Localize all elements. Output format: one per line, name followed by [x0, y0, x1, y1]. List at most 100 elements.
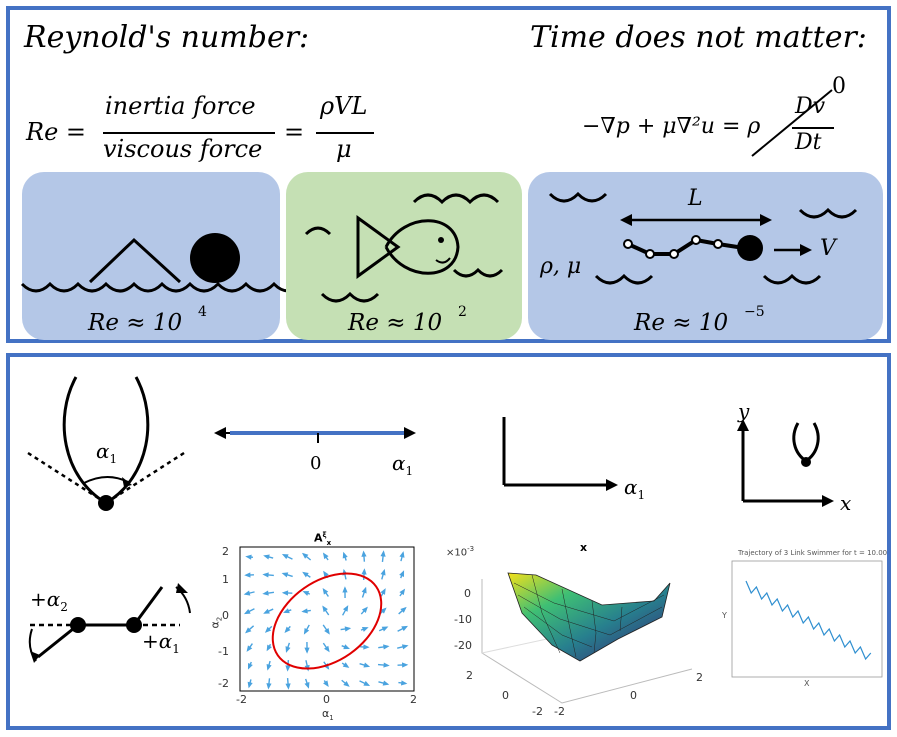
quiver-arrowhead [383, 644, 390, 650]
quiver-field [239, 546, 415, 692]
frac1-denominator: viscous force [103, 135, 263, 163]
quiver-arrowhead [324, 645, 330, 653]
quiver-arrowhead [281, 590, 289, 596]
quiver-ylabel: α2 [208, 616, 224, 629]
reynolds-title: Reynold's number: [24, 20, 310, 55]
quiver-arrowhead [263, 608, 270, 614]
quiver-arrowhead [264, 626, 272, 633]
ball-in-wave-icon [20, 233, 304, 293]
quiver-arrowhead [343, 680, 350, 687]
trajectory-xlabel: X [804, 679, 810, 688]
plus-alpha2-label: +α2 [30, 587, 68, 614]
quiver-arrowhead [342, 551, 348, 559]
quiver-arrowhead [401, 644, 409, 650]
quiver-arrowhead [380, 588, 386, 595]
medium-re-box: Re ≈ 10 2 [286, 172, 522, 340]
quiver-arrowhead [361, 568, 367, 575]
quiver-arrowhead [322, 552, 329, 560]
velocity-label: V [820, 236, 836, 261]
quiver-arrowhead [342, 586, 348, 593]
quiver-arrowhead [381, 626, 389, 632]
quiver-arrowhead [323, 680, 329, 687]
top-panel: Reynold's number: Time does not matter: … [6, 6, 891, 343]
line-alpha-label: α1 [392, 451, 414, 478]
quiver-xtick: 0 [323, 693, 330, 706]
quiver-arrowhead [284, 626, 291, 633]
two-link-swimmer-icon [27, 376, 185, 511]
quiver-xtick: 2 [410, 693, 417, 706]
surface-scale: ×10-3 [446, 545, 475, 559]
navier-stokes-lhs: −∇p + μ∇²u = ρ [582, 114, 761, 139]
ns-zero: 0 [832, 74, 846, 99]
time-title: Time does not matter: [530, 20, 867, 55]
surface-xtick: -2 [554, 705, 565, 718]
quiver-arrowhead [263, 554, 270, 560]
low-re-box: L V ρ, μ Re ≈ 10 −5 [528, 172, 883, 340]
bottom-panel: α1 0 α1 α1 y x +α2 [6, 353, 891, 730]
quiver-ytick: -1 [218, 645, 229, 658]
quiver-arrowhead [244, 572, 251, 578]
surface-ztick: -10 [454, 613, 472, 626]
surface-mesh [481, 572, 693, 704]
medium-re-exponent: 2 [458, 304, 467, 320]
equals-sign: = [284, 118, 305, 146]
quiver-arrowhead [399, 551, 405, 558]
surface-ztick: 0 [464, 587, 471, 600]
quiver-arrowhead [285, 665, 291, 672]
quiver-arrowhead [243, 608, 251, 615]
quiver-arrowhead [400, 680, 408, 686]
surface-ytick: 2 [466, 669, 473, 682]
quiver-arrowhead [266, 663, 272, 671]
fraction-bar [792, 127, 834, 129]
high-re-label: Re ≈ 10 [88, 310, 183, 336]
quiver-arrowhead [301, 608, 308, 614]
high-re-box: Re ≈ 10 4 [20, 172, 304, 340]
low-re-label: Re ≈ 10 [634, 310, 729, 336]
y-axis-label: y [738, 399, 750, 423]
trajectory-axes [731, 560, 883, 678]
axis-alpha-label: α1 [624, 475, 646, 502]
low-re-exponent: −5 [744, 304, 765, 320]
bend-angle-label: α1 [96, 439, 118, 466]
density-viscosity-label: ρ, μ [540, 254, 582, 279]
quiver-arrowhead [247, 662, 253, 670]
x-axis-label: x [840, 491, 852, 515]
surface-ytick: 0 [502, 689, 509, 702]
strike-through-icon [751, 89, 833, 157]
quiver-ytick: -2 [218, 677, 229, 690]
quiver-arrowhead [401, 662, 409, 668]
quiver-arrowhead [344, 626, 352, 632]
quiver-arrowhead [285, 646, 291, 653]
quiver-arrowhead [262, 572, 269, 578]
trajectory-ylabel: Y [722, 611, 727, 620]
surface-ytick: -2 [532, 705, 543, 718]
high-re-exponent: 4 [198, 304, 207, 320]
quiver-plot: Aξx 2 1 0 -1 -2 -2 0 2 α1 α2 [208, 531, 434, 722]
quiver-arrowhead [266, 644, 272, 652]
quiver-arrowhead [262, 590, 269, 596]
fish-icon [304, 193, 504, 303]
quiver-arrowhead [281, 554, 289, 560]
surface-plot: x ×10-3 [442, 541, 712, 723]
three-link-swimmer-icon [28, 583, 191, 663]
quiver-arrowhead [243, 590, 251, 596]
frac2-numerator: ρVL [320, 92, 368, 120]
quiver-arrowhead [342, 605, 349, 612]
quiver-arrowhead [363, 662, 371, 668]
quiver-arrowhead [363, 644, 370, 650]
frac2-denominator: μ [336, 135, 352, 163]
quiver-arrowhead [285, 683, 291, 690]
quiver-arrowhead [247, 681, 253, 689]
quiver-arrowhead [322, 588, 329, 595]
quiver-arrowhead [401, 625, 408, 632]
zero-tick-label: 0 [310, 453, 322, 474]
quiver-arrowhead [303, 627, 310, 635]
quiver-arrowhead [304, 647, 310, 654]
medium-re-label: Re ≈ 10 [348, 310, 443, 336]
quiver-arrowhead [304, 682, 310, 689]
quiver-xtick: -2 [236, 693, 247, 706]
quiver-arrowhead [245, 554, 252, 560]
link-swimmer-icon [548, 191, 858, 285]
fraction-bar [103, 132, 275, 134]
quiver-arrowhead [380, 607, 387, 614]
